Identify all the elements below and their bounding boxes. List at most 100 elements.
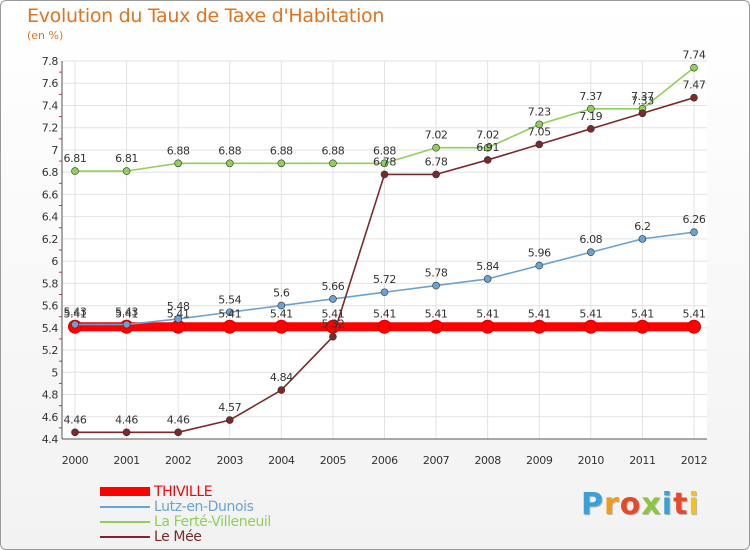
- data-label: 6.91: [476, 141, 499, 154]
- data-point: [329, 295, 337, 303]
- data-point: [225, 416, 234, 424]
- data-point: [222, 319, 237, 334]
- chart-title: Evolution du Taux de Taxe d'Habitation: [27, 5, 385, 27]
- data-label: 6.88: [218, 144, 241, 157]
- data-label: 5.41: [425, 308, 448, 321]
- legend-label: THIVILLE: [154, 483, 213, 500]
- data-point: [377, 319, 392, 334]
- legend: THIVILLE Lutz-en-Dunois La Ferté-Villeneui…: [100, 483, 271, 545]
- x-tick-label: 2003: [217, 454, 244, 467]
- series-group: [68, 63, 701, 437]
- data-point: [274, 319, 289, 334]
- y-tick-label: 7: [51, 144, 58, 157]
- data-point: [483, 156, 492, 164]
- data-label: 7.74: [683, 49, 706, 62]
- data-point: [174, 428, 182, 437]
- data-label: 6.88: [167, 144, 190, 157]
- data-point: [122, 320, 131, 329]
- data-point: [690, 93, 698, 102]
- x-tick-label: 2006: [371, 454, 398, 467]
- data-label: 5.41: [270, 308, 293, 321]
- data-point: [432, 170, 440, 179]
- legend-swatch: [100, 487, 150, 496]
- data-label: 7.23: [528, 105, 551, 118]
- data-point: [483, 275, 492, 283]
- data-label: 5.43: [64, 305, 87, 318]
- data-label: 6.81: [64, 152, 87, 165]
- data-label: 5.41: [476, 308, 499, 321]
- data-point: [638, 235, 647, 243]
- data-label: 5.54: [218, 293, 241, 306]
- data-point: [690, 228, 698, 237]
- x-tick-label: 2002: [165, 454, 191, 467]
- data-labels: 5.41 5.41 5.41 5.41 5.41 5.41 5.41 5.41 5.41 5.41…: [64, 49, 707, 427]
- data-label: 4.57: [218, 401, 241, 414]
- data-point: [480, 319, 495, 334]
- data-point: [587, 105, 595, 113]
- x-tick-label: 2004: [268, 454, 295, 467]
- series-2: [71, 63, 698, 175]
- x-tick-label: 2011: [629, 454, 655, 467]
- data-point: [122, 167, 131, 175]
- y-tick-label: 4.4: [42, 433, 59, 446]
- data-label: 6.88: [321, 144, 344, 157]
- data-point: [174, 315, 182, 323]
- data-label: 5.41: [167, 308, 190, 321]
- axes: 4.4 4.6 4.8 5 5.2 5.4 5.6 5.8 6 6.2 6.4 6.6 6.8 7 7.2 7…: [42, 55, 708, 467]
- legend-label: Le Mée: [154, 528, 202, 545]
- y-tick-label: 5.4: [42, 322, 59, 335]
- y-tick-label: 7.2: [42, 122, 58, 135]
- data-point: [690, 63, 698, 72]
- data-point: [535, 120, 544, 129]
- legend-label: Lutz-en-Dunois: [154, 498, 254, 515]
- data-point: [583, 319, 598, 334]
- data-point: [174, 159, 182, 168]
- data-label: 7.19: [579, 110, 602, 123]
- data-label: 6.78: [425, 155, 448, 168]
- data-point: [429, 319, 444, 334]
- legend-item: Lutz-en-Dunois: [100, 498, 271, 515]
- legend-swatch: [100, 520, 150, 523]
- data-label: 7.37: [631, 90, 654, 103]
- data-point: [535, 261, 544, 270]
- legend-label: La Ferté-Villeneuil: [154, 513, 271, 530]
- data-point: [71, 320, 79, 329]
- data-label: 6.08: [579, 233, 602, 246]
- series-1: [71, 228, 698, 329]
- data-point: [277, 159, 286, 168]
- y-tick-label: 5.6: [42, 300, 59, 313]
- x-tick-label: 2007: [423, 454, 450, 467]
- data-point: [635, 319, 650, 334]
- data-point: [535, 140, 544, 149]
- data-label: 5.41: [218, 308, 241, 321]
- data-point: [638, 109, 647, 118]
- legend-item: THIVILLE: [100, 483, 271, 500]
- y-tick-label: 4.8: [42, 389, 59, 402]
- data-point: [587, 248, 595, 257]
- data-label: 4.46: [167, 413, 190, 426]
- data-label: 7.47: [683, 79, 706, 92]
- data-label: 5.84: [476, 260, 499, 273]
- data-point: [432, 281, 440, 290]
- data-label: 7.02: [476, 129, 499, 142]
- data-label: 7.33: [631, 94, 654, 107]
- data-label: 6.2: [634, 220, 650, 233]
- data-label: 7.02: [425, 129, 448, 142]
- data-point: [687, 319, 701, 334]
- x-tick-label: 2008: [474, 454, 501, 467]
- data-point: [432, 143, 440, 152]
- series-3: [71, 93, 698, 437]
- data-point: [71, 167, 79, 175]
- y-tick-label: 6.2: [42, 233, 58, 246]
- x-tick-label: 2009: [526, 454, 553, 467]
- data-label: 5.78: [425, 267, 448, 280]
- data-point: [71, 428, 79, 437]
- data-point: [122, 428, 131, 437]
- y-tick-label: 6.6: [42, 188, 59, 201]
- y-tick-label: 7.4: [42, 99, 59, 112]
- data-point: [380, 159, 389, 168]
- x-tick-label: 2012: [681, 454, 707, 467]
- y-tick-label: 7.8: [42, 55, 59, 68]
- legend-swatch: [100, 505, 150, 508]
